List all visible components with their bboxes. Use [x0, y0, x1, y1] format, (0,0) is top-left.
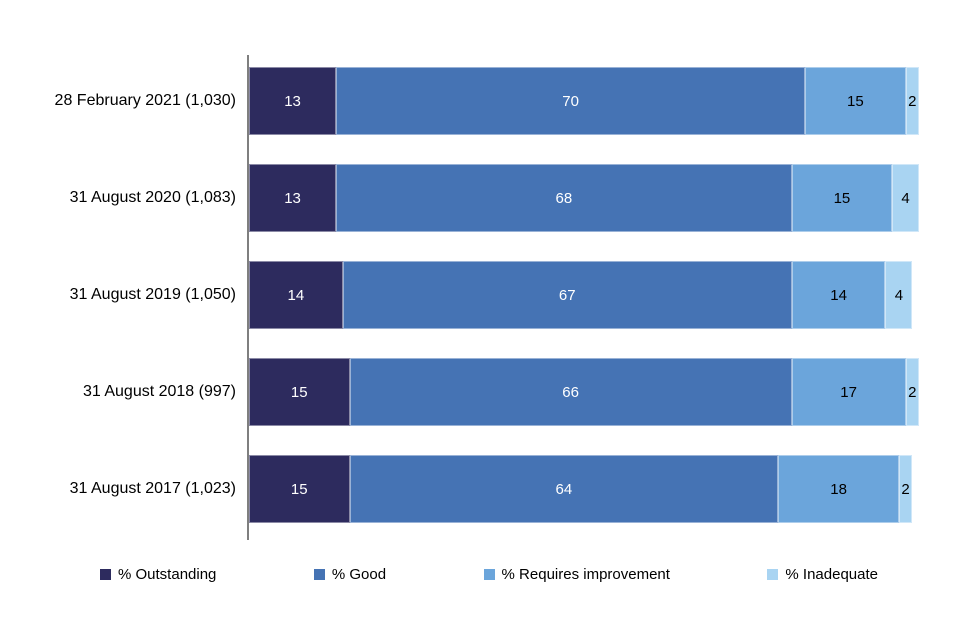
bar-segment-inadequate: 4: [892, 164, 919, 232]
segment-value-label: 17: [840, 383, 857, 401]
bar-segment-inadequate: 2: [905, 67, 919, 135]
legend-swatch-icon: [100, 569, 111, 580]
bar-track: 13 68 15 4: [249, 164, 919, 232]
segment-value-label: 2: [901, 480, 910, 498]
bar-track: 13 70 15 2: [249, 67, 919, 135]
segment-value-label: 2: [908, 383, 917, 401]
bar-segment-good: 70: [336, 67, 806, 135]
bar-segment-requires-improvement: 15: [791, 164, 893, 232]
bar-segment-inadequate: 4: [885, 261, 913, 329]
segment-value-label: 18: [830, 480, 847, 498]
legend-item-outstanding: % Outstanding: [100, 566, 216, 583]
chart-row: 31 August 2018 (997) 15 66 17 2: [0, 358, 919, 426]
chart-row: 28 February 2021 (1,030) 13 70 15 2: [0, 67, 919, 135]
bar-segment-requires-improvement: 18: [778, 455, 899, 523]
bar-track: 14 67 14 4: [249, 261, 919, 329]
legend-item-requires-improvement: % Requires improvement: [483, 566, 670, 583]
legend-swatch-icon: [767, 569, 779, 580]
segment-value-label: 15: [833, 189, 851, 207]
bar-segment-outstanding: 13: [249, 67, 337, 135]
legend-label: % Outstanding: [118, 566, 217, 583]
segment-value-label: 14: [287, 286, 305, 304]
legend-item-inadequate: % Inadequate: [767, 566, 878, 583]
bar-segment-requires-improvement: 14: [791, 261, 886, 329]
legend-label: % Inadequate: [785, 566, 878, 583]
segment-value-label: 13: [284, 92, 301, 110]
segment-value-label: 70: [562, 92, 579, 110]
category-label: 31 August 2019 (1,050): [69, 286, 236, 303]
segment-value-label: 13: [284, 189, 301, 207]
bar-segment-requires-improvement: 17: [791, 358, 906, 426]
segment-value-label: 15: [290, 383, 308, 401]
legend-item-good: % Good: [313, 566, 387, 583]
legend-label: % Requires improvement: [501, 566, 670, 583]
category-label: 31 August 2017 (1,023): [69, 480, 236, 497]
segment-value-label: 15: [290, 480, 308, 498]
category-label: 31 August 2018 (997): [82, 383, 236, 400]
segment-value-label: 4: [901, 189, 910, 207]
segment-value-label: 14: [830, 286, 847, 304]
legend-label: % Good: [331, 566, 387, 583]
segment-value-label: 68: [555, 189, 573, 207]
bar-segment-outstanding: 14: [249, 261, 343, 329]
segment-value-label: 64: [555, 480, 573, 498]
category-label: 31 August 2020 (1,083): [69, 189, 236, 206]
bar-segment-good: 66: [349, 358, 792, 426]
bar-segment-inadequate: 2: [898, 455, 913, 523]
bar-segment-outstanding: 13: [249, 164, 337, 232]
bar-segment-good: 67: [342, 261, 792, 329]
segment-value-label: 4: [894, 286, 904, 304]
bar-track: 15 66 17 2: [249, 358, 919, 426]
chart-legend: % Outstanding % Good % Requires improvemen…: [100, 566, 878, 583]
segment-value-label: 2: [908, 92, 917, 110]
bar-segment-requires-improvement: 15: [805, 67, 906, 135]
chart-row: 31 August 2020 (1,083) 13 68 15 4: [0, 164, 919, 232]
chart-rows: 28 February 2021 (1,030) 13 70 15 2 31 August…: [0, 67, 919, 552]
bar-segment-outstanding: 15: [249, 358, 350, 426]
chart-row: 31 August 2019 (1,050) 14 67 14 4: [0, 261, 919, 329]
segment-value-label: 67: [558, 286, 576, 304]
category-label: 28 February 2021 (1,030): [54, 92, 236, 109]
bar-segment-good: 68: [336, 164, 792, 232]
bar-segment-inadequate: 2: [905, 358, 919, 426]
chart-row: 31 August 2017 (1,023) 15 64 18 2: [0, 455, 919, 523]
bar-track: 15 64 18 2: [249, 455, 919, 523]
bar-segment-good: 64: [349, 455, 779, 523]
bar-segment-outstanding: 15: [249, 455, 350, 523]
y-axis-line: [247, 55, 249, 540]
legend-swatch-icon: [483, 569, 495, 580]
legend-swatch-icon: [313, 569, 325, 580]
segment-value-label: 15: [847, 92, 864, 110]
segment-value-label: 66: [562, 383, 579, 401]
